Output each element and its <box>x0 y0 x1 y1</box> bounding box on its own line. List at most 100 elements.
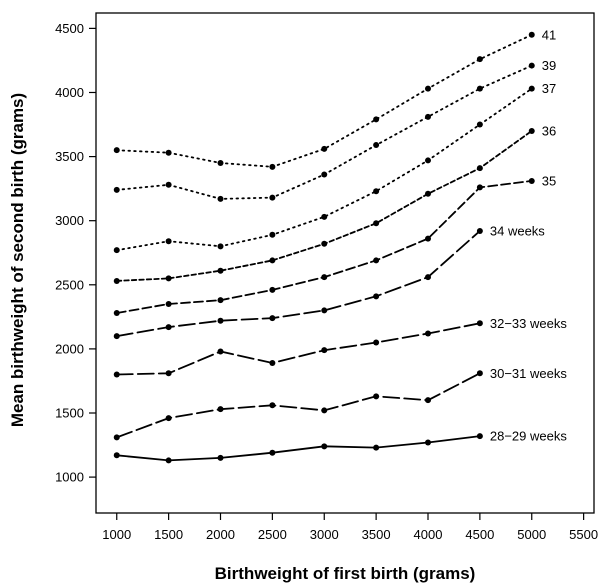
y-tick-label: 3500 <box>55 149 84 164</box>
data-point <box>165 301 172 308</box>
data-point <box>113 371 120 378</box>
data-point <box>528 85 535 92</box>
data-point <box>165 415 172 422</box>
data-point <box>425 330 431 337</box>
x-tick-label: 1000 <box>102 527 131 542</box>
series-line <box>115 180 533 314</box>
data-point <box>217 297 224 304</box>
series-label: 34 weeks <box>490 223 545 238</box>
x-tick-label: 1500 <box>154 527 183 542</box>
data-point <box>373 339 380 346</box>
data-point <box>373 116 380 123</box>
data-point <box>165 181 172 188</box>
y-tick-label: 2500 <box>55 277 84 292</box>
y-tick-label: 2000 <box>55 341 84 356</box>
data-point <box>269 449 276 456</box>
data-point <box>217 267 224 274</box>
x-tick-label: 4000 <box>414 527 443 542</box>
x-tick-label: 3500 <box>362 527 391 542</box>
series-label: 37 <box>542 81 556 96</box>
series-labels: 41 39 37 36 35 34 weeks 32−33 weeks 30−31 weeks… <box>490 27 567 443</box>
data-point <box>321 443 328 450</box>
series-line <box>115 87 533 252</box>
data-point <box>269 315 276 322</box>
data-point <box>373 444 380 451</box>
data-point <box>113 310 120 316</box>
data-point <box>425 190 431 197</box>
x-tick-label: 5000 <box>517 527 546 542</box>
data-point <box>373 257 380 264</box>
series-line <box>115 64 533 200</box>
data-point <box>476 56 483 63</box>
series-line <box>115 230 481 337</box>
series-label: 30−31 weeks <box>490 366 567 381</box>
data-point <box>321 171 328 178</box>
data-point <box>425 439 431 446</box>
data-point <box>217 406 224 413</box>
data-point <box>373 188 380 195</box>
data-point <box>165 238 172 245</box>
data-point <box>165 275 172 282</box>
plot-frame <box>95 12 595 514</box>
data-point <box>425 85 431 92</box>
data-point <box>113 333 120 340</box>
data-point <box>373 393 380 400</box>
data-point <box>113 186 120 193</box>
data-point <box>113 434 120 441</box>
data-point <box>476 320 483 327</box>
data-point <box>165 324 172 331</box>
data-point <box>373 142 380 149</box>
data-point <box>528 127 535 134</box>
data-point <box>321 407 328 414</box>
data-point <box>165 370 172 377</box>
data-point <box>321 213 328 220</box>
data-point <box>269 231 276 238</box>
series-line <box>115 322 481 376</box>
series-line <box>115 435 481 462</box>
y-tick-label: 4500 <box>55 21 84 36</box>
data-point <box>476 370 483 377</box>
data-point <box>269 402 276 409</box>
series-line <box>115 130 533 282</box>
series-line <box>115 33 533 168</box>
data-point <box>269 194 276 201</box>
series-label: 32−33 weeks <box>490 316 567 331</box>
data-point <box>425 113 431 120</box>
data-point <box>321 240 328 247</box>
y-tick-label: 1500 <box>55 406 84 421</box>
data-point <box>528 31 535 38</box>
data-point <box>165 457 172 464</box>
data-point <box>217 454 224 461</box>
data-point <box>425 397 431 404</box>
x-axis-title: Birthweight of first birth (grams) <box>215 564 476 583</box>
data-point <box>476 121 483 128</box>
x-tick-label: 3000 <box>310 527 339 542</box>
axes: 1000 1500 2000 2500 3000 3500 4000 4500 5000 5500… <box>55 12 598 542</box>
data-point <box>113 247 120 254</box>
data-point <box>321 145 328 152</box>
data-point <box>269 360 276 366</box>
data-point <box>113 147 120 154</box>
data-point <box>476 165 483 172</box>
series-label: 36 <box>542 123 556 138</box>
series-group <box>113 31 535 464</box>
data-point <box>217 160 224 166</box>
data-point <box>113 452 120 459</box>
data-point <box>476 85 483 92</box>
data-point <box>476 184 483 191</box>
data-point <box>217 348 224 355</box>
series-label: 39 <box>542 58 556 73</box>
y-tick-label: 1000 <box>55 470 84 485</box>
series-label: 41 <box>542 27 556 42</box>
data-point <box>217 243 224 250</box>
series-label: 28−29 weeks <box>490 429 567 444</box>
x-tick-label: 5500 <box>569 527 598 542</box>
y-axis-title: Mean birthweight of second birth (grams) <box>8 93 27 427</box>
data-point <box>425 235 431 242</box>
data-point <box>528 62 535 69</box>
data-point <box>165 149 172 156</box>
x-tick-label: 4500 <box>465 527 494 542</box>
series-label: 35 <box>542 173 556 188</box>
data-point <box>528 177 535 184</box>
